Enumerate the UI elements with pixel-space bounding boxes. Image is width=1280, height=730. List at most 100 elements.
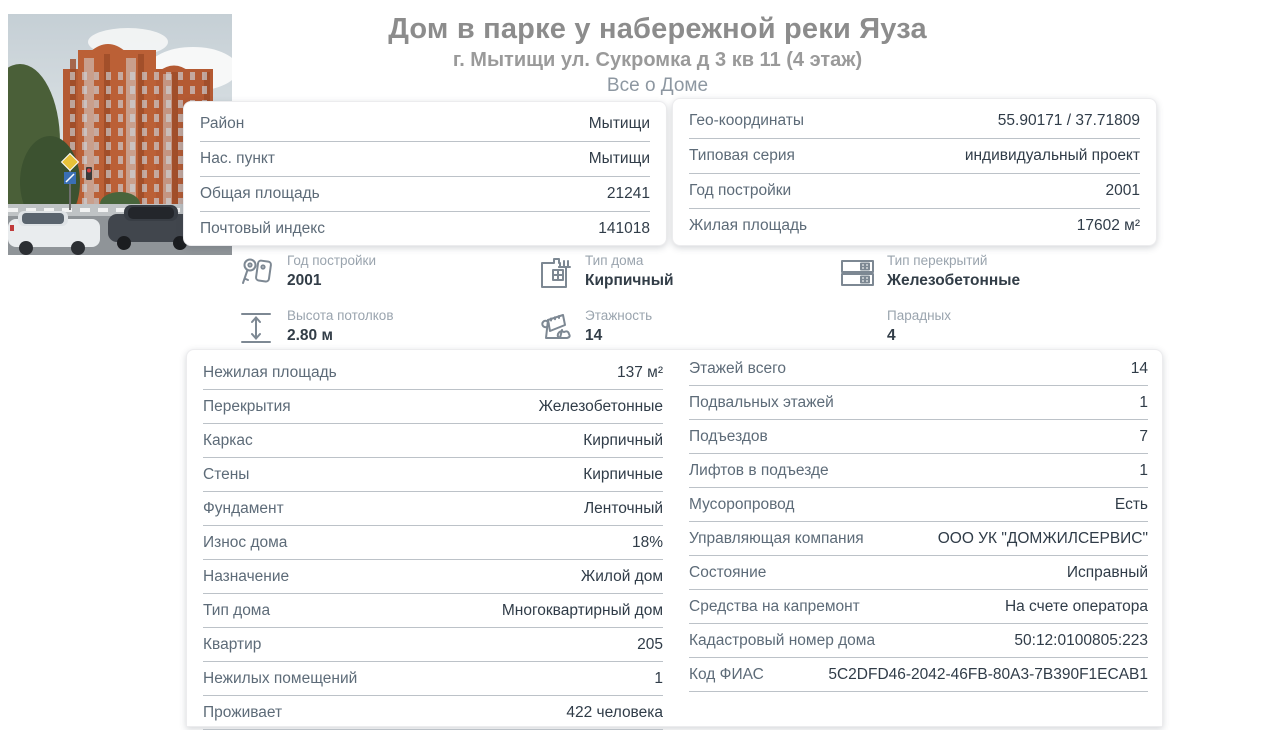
details-column-left: Нежилая площадь 137 м² Перекрытия Железобе… xyxy=(187,350,679,730)
feature-slab-type: Тип перекрытий Железобетонные xyxy=(838,253,1020,293)
row-label: Кадастровый номер дома xyxy=(689,631,876,649)
feature-value: 4 xyxy=(887,327,896,344)
table-row: Нас. пункт Мытищи xyxy=(200,142,650,177)
row-value: Есть xyxy=(1114,495,1148,513)
row-label: Квартир xyxy=(203,635,262,653)
table-row: Кадастровый номер дома 50:12:0100805:223 xyxy=(689,624,1148,658)
table-row: Почтовый индекс 141018 xyxy=(200,212,650,246)
row-label: Общая площадь xyxy=(200,185,320,202)
table-row: Общая площадь 21241 xyxy=(200,177,650,212)
floor-slabs-icon xyxy=(838,253,878,293)
table-row: Назначение Жилой дом xyxy=(203,560,663,594)
feature-label: Тип перекрытий xyxy=(887,253,988,268)
table-row: Подвальных этажей 1 xyxy=(689,386,1148,420)
row-value: 18% xyxy=(631,533,663,551)
row-value: 55.90171 / 37.71809 xyxy=(997,112,1140,129)
row-label: Управляющая компания xyxy=(689,529,864,547)
summary-table-right: Гео-координаты 55.90171 / 37.71809 Типова… xyxy=(672,98,1157,246)
table-row: Типовая серия индивидуальный проект xyxy=(689,139,1140,174)
page-header: Дом в парке у набережной реки Яуза г. Мы… xyxy=(190,12,1125,98)
row-value: Ленточный xyxy=(584,499,663,517)
page-title: Дом в парке у набережной реки Яуза xyxy=(388,13,927,45)
row-label: Нежилая площадь xyxy=(203,363,337,381)
row-value: 422 человека xyxy=(566,703,663,721)
row-label: Мусоропровод xyxy=(689,495,795,513)
feature-value: 2001 xyxy=(287,272,322,289)
feature-value: 14 xyxy=(585,327,603,344)
table-row: Проживает 422 человека xyxy=(203,696,663,730)
row-value: 14 xyxy=(1130,359,1148,377)
summary-table-left: Район Мытищи Нас. пункт Мытищи Общая площа… xyxy=(183,101,667,246)
row-value: Жилой дом xyxy=(580,567,663,585)
row-value: 137 м² xyxy=(617,363,663,381)
feature-label: Тип дома xyxy=(585,253,644,268)
table-row: Фундамент Ленточный xyxy=(203,492,663,526)
section-title: Все о Доме xyxy=(606,75,709,96)
row-value: На счете оператора xyxy=(1004,597,1148,615)
row-label: Подъездов xyxy=(689,427,768,445)
row-value: Железобетонные xyxy=(538,397,663,415)
feature-storeys: Этажность 14 xyxy=(536,308,652,348)
table-row: Гео-координаты 55.90171 / 37.71809 xyxy=(689,104,1140,139)
feature-house-type: Тип дома Кирпичный xyxy=(536,253,673,293)
feature-year-built: Год постройки 2001 xyxy=(238,253,376,293)
keys-icon xyxy=(238,253,278,293)
row-value: 1 xyxy=(1139,461,1148,479)
row-value: Кирпичные xyxy=(583,465,663,483)
table-row: Квартир 205 xyxy=(203,628,663,662)
row-value: 7 xyxy=(1139,427,1148,445)
row-value: 17602 м² xyxy=(1076,217,1140,234)
table-row: Износ дома 18% xyxy=(203,526,663,560)
feature-ceiling-height: Высота потолков 2.80 м xyxy=(238,308,394,348)
table-row: Перекрытия Железобетонные xyxy=(203,390,663,424)
row-label: Состояние xyxy=(689,563,767,581)
row-label: Средства на капремонт xyxy=(689,597,860,615)
row-value: 5C2DFD46-2042-46FB-80A3-7B390F1ECAB1 xyxy=(828,665,1148,683)
row-value: 205 xyxy=(637,635,663,653)
row-label: Назначение xyxy=(203,567,290,585)
row-label: Нас. пункт xyxy=(200,150,275,167)
table-row: Код ФИАС 5C2DFD46-2042-46FB-80A3-7B390F1E… xyxy=(689,658,1148,692)
feature-entrances: Парадных 4 xyxy=(838,308,951,348)
details-panel: Нежилая площадь 137 м² Перекрытия Железобе… xyxy=(186,349,1164,730)
row-value: ООО УК "ДОМЖИЛСЕРВИС" xyxy=(937,529,1148,547)
feature-label: Высота потолков xyxy=(287,308,394,323)
row-label: Фундамент xyxy=(203,499,284,517)
table-row: Год постройки 2001 xyxy=(689,174,1140,209)
table-row: Средства на капремонт На счете оператора xyxy=(689,590,1148,624)
table-row: Управляющая компания ООО УК "ДОМЖИЛСЕРВИС… xyxy=(689,522,1148,556)
row-label: Проживает xyxy=(203,703,283,721)
feature-value: 2.80 м xyxy=(287,327,333,344)
table-row: Этажей всего 14 xyxy=(689,352,1148,386)
table-row: Стены Кирпичные xyxy=(203,458,663,492)
row-value: индивидуальный проект xyxy=(964,147,1140,164)
row-value: 21241 xyxy=(606,185,650,202)
brick-house-icon xyxy=(536,253,576,293)
row-value: 50:12:0100805:223 xyxy=(1014,631,1148,649)
row-value: Мытищи xyxy=(588,115,650,132)
row-label: Подвальных этажей xyxy=(689,393,834,411)
table-row: Нежилых помещений 1 xyxy=(203,662,663,696)
table-row: Тип дома Многоквартирный дом xyxy=(203,594,663,628)
row-label: Лифтов в подъезде xyxy=(689,461,829,479)
details-column-right: Этажей всего 14 Подвальных этажей 1 Подъез… xyxy=(679,350,1164,726)
feature-label: Год постройки xyxy=(287,253,377,268)
row-value: Многоквартирный дом xyxy=(501,601,663,619)
row-label: Тип дома xyxy=(203,601,271,619)
row-label: Гео-координаты xyxy=(689,112,805,129)
row-value: Кирпичный xyxy=(583,431,663,449)
row-label: Год постройки xyxy=(689,182,792,199)
row-value: Исправный xyxy=(1066,563,1148,581)
feature-label: Парадных xyxy=(887,308,952,323)
table-row: Нежилая площадь 137 м² xyxy=(203,356,663,390)
storeys-icon xyxy=(536,308,576,348)
feature-label: Этажность xyxy=(585,308,653,323)
row-label: Типовая серия xyxy=(689,147,795,164)
table-row: Подъездов 7 xyxy=(689,420,1148,454)
table-row: Состояние Исправный xyxy=(689,556,1148,590)
row-value: 1 xyxy=(1139,393,1148,411)
row-label: Жилая площадь xyxy=(689,217,808,234)
empty-icon-slot xyxy=(838,308,878,348)
table-row: Каркас Кирпичный xyxy=(203,424,663,458)
row-value: 1 xyxy=(654,669,663,687)
